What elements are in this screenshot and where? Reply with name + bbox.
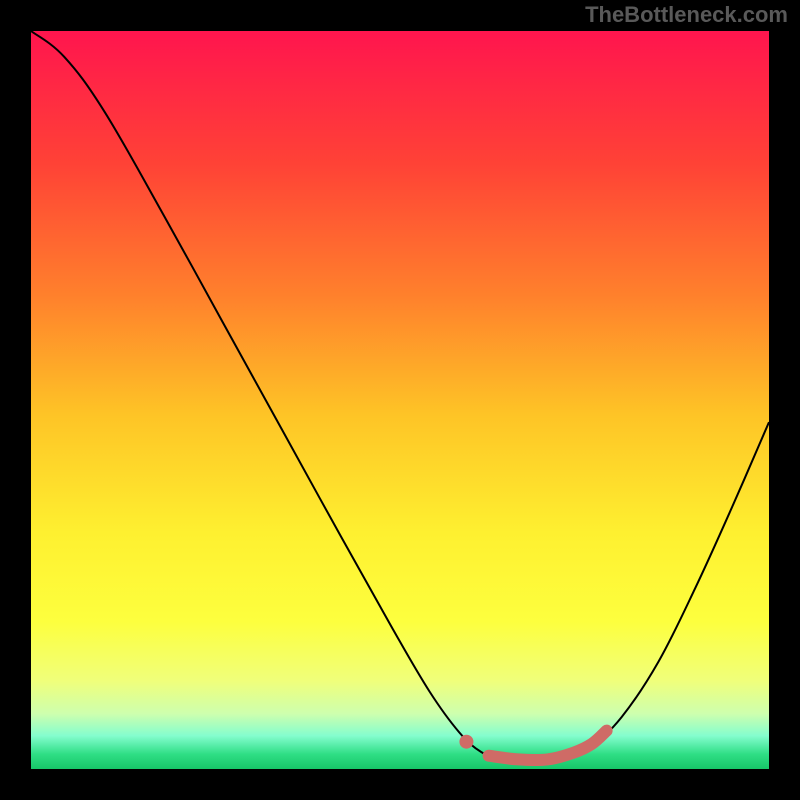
chart-stage: TheBottleneck.com [0, 0, 800, 800]
highlight-dot [459, 735, 473, 749]
bottleneck-chart [0, 0, 800, 800]
branding-label: TheBottleneck.com [585, 4, 788, 26]
